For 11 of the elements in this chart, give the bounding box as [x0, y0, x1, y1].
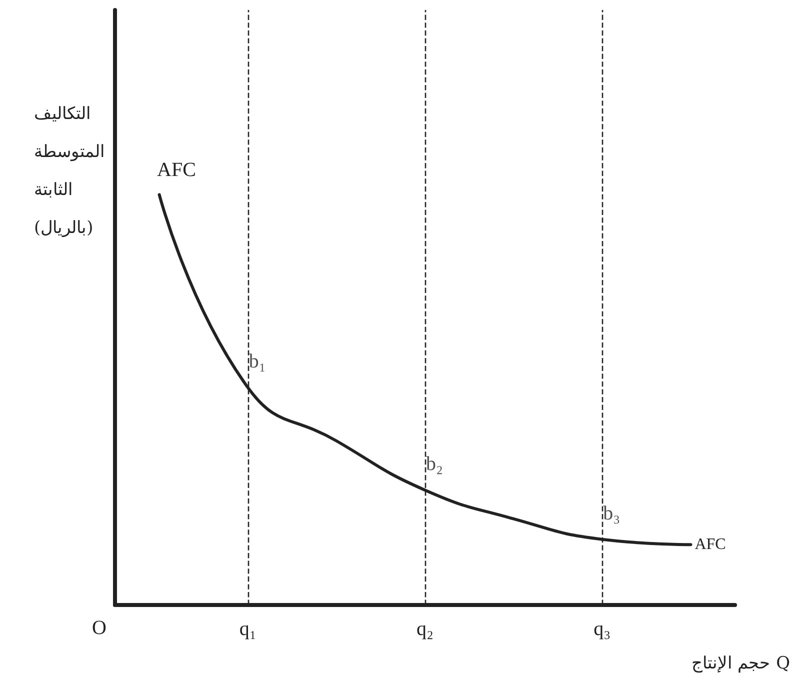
- text: AFC: [157, 159, 196, 181]
- annotation: b₁: [248, 350, 266, 373]
- annotation: b₃: [603, 502, 620, 524]
- text: O: [92, 617, 106, 639]
- y-axis-title: التكاليف المتوسطة الثابتة (بالريال): [34, 104, 105, 238]
- x-tick-label: q₁: [239, 618, 256, 640]
- series-label: AFC: [694, 536, 726, 554]
- annotation: b₂: [426, 453, 443, 476]
- x-tick-label: q₃: [594, 618, 611, 640]
- x-axis-title: حجم الإنتاج Q: [691, 654, 790, 674]
- x-tick-label: q₂: [416, 618, 434, 640]
